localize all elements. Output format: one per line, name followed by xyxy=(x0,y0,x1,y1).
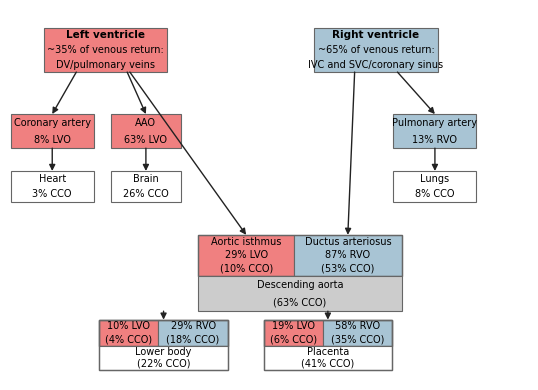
Text: (41% CCO): (41% CCO) xyxy=(301,359,355,369)
Text: AAO: AAO xyxy=(136,118,157,128)
Text: Placenta: Placenta xyxy=(307,347,349,357)
Text: (63% CCO): (63% CCO) xyxy=(273,298,327,307)
FancyBboxPatch shape xyxy=(199,235,294,276)
Text: 29% RVO: 29% RVO xyxy=(171,321,216,331)
FancyBboxPatch shape xyxy=(199,277,402,311)
Text: 10% LVO: 10% LVO xyxy=(108,321,151,331)
Text: (10% CCO): (10% CCO) xyxy=(220,264,273,274)
Text: Lower body: Lower body xyxy=(136,347,192,357)
FancyBboxPatch shape xyxy=(111,114,181,148)
Text: Coronary artery: Coronary artery xyxy=(14,118,91,128)
Text: 19% LVO: 19% LVO xyxy=(272,321,315,331)
Text: 26% CCO: 26% CCO xyxy=(123,189,169,199)
Text: (35% CCO): (35% CCO) xyxy=(331,334,384,344)
Text: 8% LVO: 8% LVO xyxy=(34,135,70,145)
Text: Descending aorta: Descending aorta xyxy=(257,280,343,290)
FancyBboxPatch shape xyxy=(393,114,476,148)
Text: 8% CCO: 8% CCO xyxy=(415,189,455,199)
Text: (18% CCO): (18% CCO) xyxy=(166,334,220,344)
Text: 58% RVO: 58% RVO xyxy=(335,321,380,331)
FancyBboxPatch shape xyxy=(111,171,181,202)
FancyBboxPatch shape xyxy=(393,171,476,202)
FancyBboxPatch shape xyxy=(264,346,392,370)
Text: 13% RVO: 13% RVO xyxy=(413,135,457,145)
Text: 29% LVO: 29% LVO xyxy=(224,250,268,260)
Text: Ductus arteriosus: Ductus arteriosus xyxy=(305,237,391,246)
Text: Right ventricle: Right ventricle xyxy=(332,30,420,40)
Text: 63% LVO: 63% LVO xyxy=(124,135,167,145)
Text: (53% CCO): (53% CCO) xyxy=(321,264,374,274)
Text: IVC and SVC/coronary sinus: IVC and SVC/coronary sinus xyxy=(308,60,444,70)
FancyBboxPatch shape xyxy=(100,320,158,346)
Text: Brain: Brain xyxy=(133,174,159,184)
FancyBboxPatch shape xyxy=(294,235,402,276)
FancyBboxPatch shape xyxy=(100,346,228,370)
Text: 3% CCO: 3% CCO xyxy=(32,189,72,199)
FancyBboxPatch shape xyxy=(11,114,94,148)
FancyBboxPatch shape xyxy=(323,320,392,346)
FancyBboxPatch shape xyxy=(158,320,228,346)
FancyBboxPatch shape xyxy=(44,28,167,72)
Text: (4% CCO): (4% CCO) xyxy=(105,334,152,344)
Text: (6% CCO): (6% CCO) xyxy=(270,334,317,344)
Text: Left ventricle: Left ventricle xyxy=(66,30,145,40)
Text: Pulmonary artery: Pulmonary artery xyxy=(392,118,477,128)
Text: Aortic isthmus: Aortic isthmus xyxy=(211,237,281,246)
Text: (22% CCO): (22% CCO) xyxy=(137,359,190,369)
Text: Lungs: Lungs xyxy=(420,174,449,184)
Text: 87% RVO: 87% RVO xyxy=(325,250,370,260)
Text: ~35% of venous return:: ~35% of venous return: xyxy=(47,45,164,55)
Text: Heart: Heart xyxy=(39,174,66,184)
FancyBboxPatch shape xyxy=(264,320,323,346)
FancyBboxPatch shape xyxy=(315,28,437,72)
Text: DV/pulmonary veins: DV/pulmonary veins xyxy=(56,60,155,70)
FancyBboxPatch shape xyxy=(11,171,94,202)
Text: ~65% of venous return:: ~65% of venous return: xyxy=(317,45,434,55)
